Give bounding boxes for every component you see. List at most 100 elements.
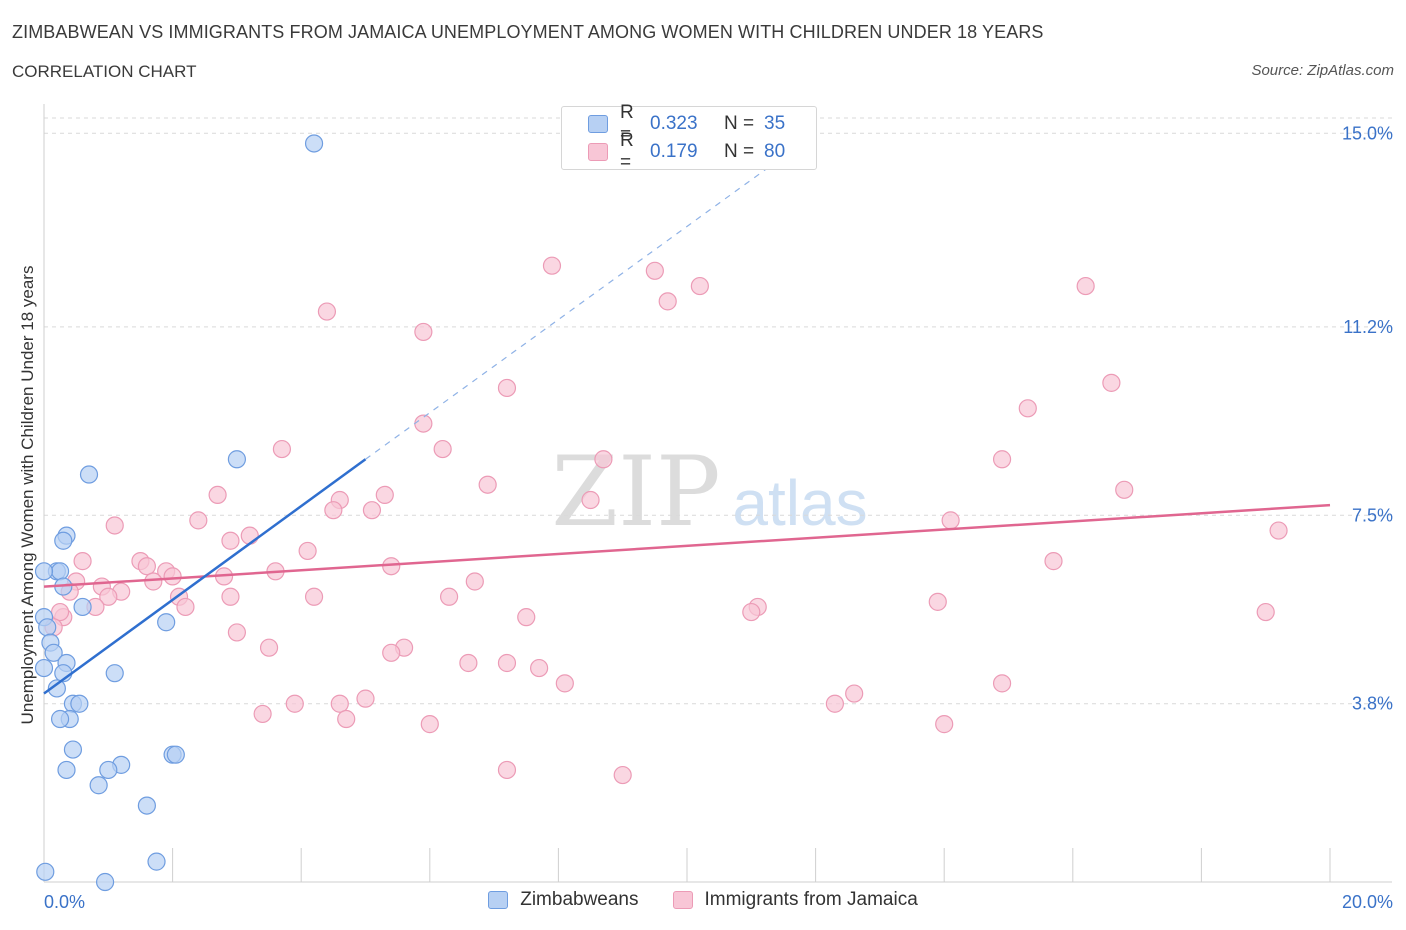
zimbabweans-point xyxy=(36,862,55,881)
zimbabweans-point xyxy=(99,760,118,780)
jamaica-point xyxy=(317,302,337,321)
zimbabweans-point xyxy=(304,134,324,153)
chart-title: ZIMBABWEAN VS IMMIGRANTS FROM JAMAICA UN… xyxy=(12,22,1044,42)
legend-swatch-jamaica xyxy=(588,143,608,161)
jamaica-point xyxy=(176,597,195,617)
jamaica-point xyxy=(189,511,208,530)
legend-item-zimbabweans[interactable]: Zimbabweans xyxy=(488,889,639,911)
watermark-zip: ZIP xyxy=(551,436,720,548)
legend-item-jamaica[interactable]: Immigrants from Jamaica xyxy=(672,889,918,911)
zimbabweans-point xyxy=(57,760,76,780)
jamaica-point xyxy=(613,765,632,785)
jamaica-point xyxy=(240,526,259,545)
jamaica-point xyxy=(337,709,356,729)
jamaica-point xyxy=(73,552,92,571)
trend-line-zimbabweans xyxy=(43,458,367,695)
jamaica-point xyxy=(517,608,536,627)
y-axis-label: Unemployment Among Women with Children U… xyxy=(18,265,37,725)
jamaica-point xyxy=(992,674,1012,693)
jamaica-point xyxy=(208,485,227,505)
jamaica-point xyxy=(459,653,478,673)
y-tick-label-3: 15.0% xyxy=(1342,123,1393,143)
legend-swatch-zimbabweans xyxy=(488,891,509,909)
zimbabweans-point xyxy=(47,679,66,698)
jamaica-point xyxy=(1115,480,1134,499)
legend-n-label: N = xyxy=(724,141,755,162)
jamaica-point xyxy=(825,694,844,713)
jamaica-point xyxy=(221,531,240,550)
jamaica-point xyxy=(581,490,600,510)
jamaica-point xyxy=(530,658,549,678)
jamaica-point xyxy=(285,694,304,713)
trend-line-zimbabweans-extension xyxy=(365,132,816,460)
jamaica-point xyxy=(1018,399,1037,418)
zimbabweans-point xyxy=(105,664,124,683)
legend-swatch-jamaica xyxy=(672,891,693,909)
zimbabweans-point xyxy=(137,796,156,815)
jamaica-point xyxy=(221,587,240,606)
jamaica-point xyxy=(497,378,517,398)
jamaica-point xyxy=(845,684,864,703)
jamaica-point xyxy=(594,450,613,469)
zimbabweans-point xyxy=(34,658,54,678)
jamaica-point xyxy=(1076,276,1095,296)
jamaica-point xyxy=(99,587,118,606)
jamaica-point xyxy=(742,602,761,622)
x-tick-label-max: 20.0% xyxy=(1342,892,1393,912)
legend-label-jamaica: Immigrants from Jamaica xyxy=(704,889,918,910)
zimbabweans-point xyxy=(50,709,70,729)
zimbabweans-point xyxy=(79,465,99,484)
trend-lines xyxy=(43,132,1331,695)
grid-lines xyxy=(44,117,1392,705)
zimbabweans-point xyxy=(166,745,185,764)
watermark-atlas: atlas xyxy=(732,467,867,539)
jamaica-point xyxy=(382,643,401,662)
zimbabweans-point xyxy=(38,618,57,637)
jamaica-point xyxy=(330,694,349,713)
legend-n-value-jamaica: 80 xyxy=(764,141,786,162)
jamaica-point xyxy=(1102,373,1121,392)
jamaica-point xyxy=(935,715,954,734)
jamaica-point xyxy=(137,557,156,576)
jamaica-point xyxy=(375,485,394,505)
jamaica-point xyxy=(324,501,343,520)
source-label: Source: ZipAtlas.com xyxy=(1251,62,1394,79)
zimbabweans-point xyxy=(70,694,89,713)
jamaica-point xyxy=(253,704,272,724)
jamaica-point xyxy=(420,715,439,734)
jamaica-point xyxy=(497,760,517,780)
jamaica-point xyxy=(1269,521,1288,540)
legend-row-jamaica: R = 0.179 N = 80 xyxy=(588,130,786,173)
y-tick-label-0: 3.8% xyxy=(1352,694,1393,714)
jamaica-point xyxy=(362,501,382,520)
y-tick-labels: 3.8% 7.5% 11.2% 15.0% xyxy=(1342,123,1393,713)
zimbabweans-point xyxy=(34,562,54,581)
jamaica-point xyxy=(465,572,484,591)
zimbabweans-point xyxy=(95,872,115,892)
zimbabweans-point xyxy=(63,740,83,759)
jamaica-point xyxy=(304,587,324,606)
legend-row-zimbabweans: R = 0.323 N = 35 xyxy=(588,102,785,145)
jamaica-point xyxy=(356,689,375,708)
series-zimbabweans-points xyxy=(34,134,324,892)
legend-r-value-jamaica: 0.179 xyxy=(650,141,698,162)
jamaica-point xyxy=(105,516,124,535)
zimbabweans-point xyxy=(44,643,63,662)
jamaica-point xyxy=(1044,552,1063,571)
jamaica-point xyxy=(928,592,947,611)
chart-subtitle: CORRELATION CHART xyxy=(12,62,197,81)
zimbabweans-point xyxy=(73,597,92,617)
zimbabweans-point xyxy=(227,450,246,469)
legend-r-label: R = xyxy=(620,102,634,145)
jamaica-point xyxy=(163,567,182,586)
legend-label-zimbabweans: Zimbabweans xyxy=(520,889,639,910)
y-tick-label-1: 7.5% xyxy=(1352,505,1393,525)
jamaica-point xyxy=(144,572,163,591)
legend-r-label: R = xyxy=(620,130,634,173)
jamaica-point xyxy=(542,256,562,275)
jamaica-point xyxy=(941,511,960,530)
jamaica-point xyxy=(992,450,1012,469)
jamaica-point xyxy=(50,602,70,622)
zimbabweans-point xyxy=(54,531,73,550)
jamaica-point xyxy=(259,638,279,657)
